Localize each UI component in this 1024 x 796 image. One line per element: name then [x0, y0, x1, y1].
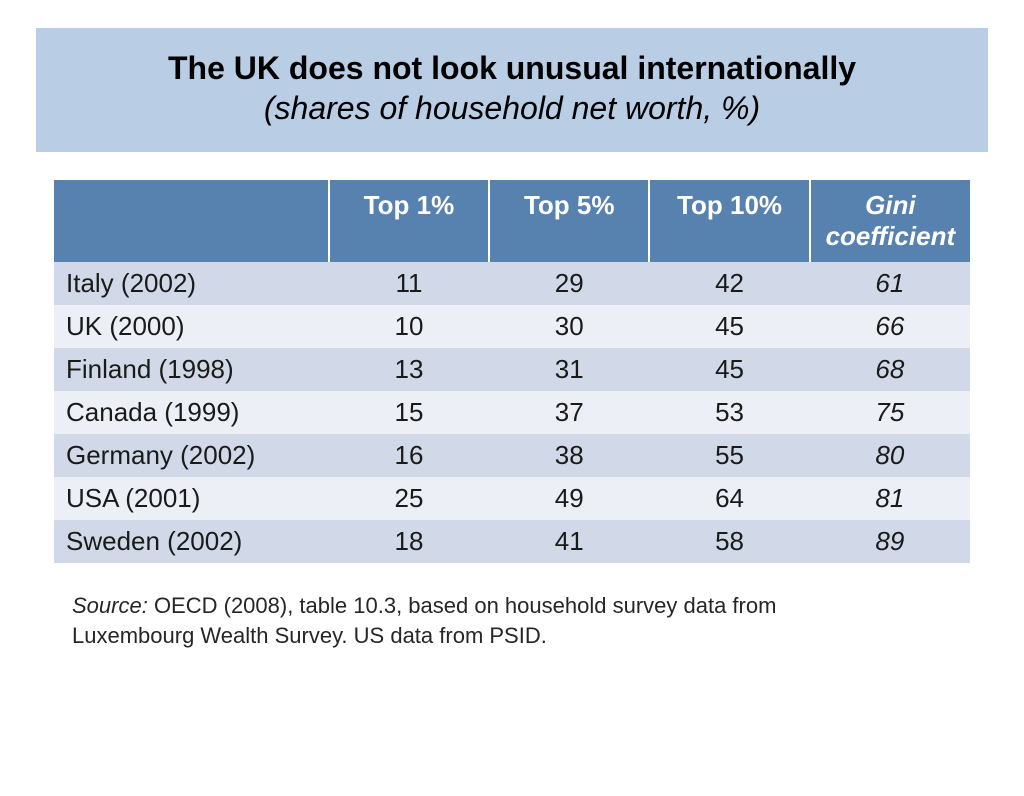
- cell-country: Germany (2002): [54, 434, 329, 477]
- cell-top10: 42: [649, 262, 809, 305]
- title-subtitle: (shares of household net worth, %): [46, 88, 978, 128]
- table-row: Finland (1998) 13 31 45 68: [54, 348, 970, 391]
- cell-top10: 55: [649, 434, 809, 477]
- cell-top10: 64: [649, 477, 809, 520]
- cell-gini: 66: [810, 305, 970, 348]
- table-row: UK (2000) 10 30 45 66: [54, 305, 970, 348]
- cell-gini: 80: [810, 434, 970, 477]
- cell-top1: 25: [329, 477, 489, 520]
- wealth-table: Top 1% Top 5% Top 10% Gini coefficient I…: [54, 180, 970, 563]
- cell-top1: 18: [329, 520, 489, 563]
- cell-top5: 38: [489, 434, 649, 477]
- table-row: Germany (2002) 16 38 55 80: [54, 434, 970, 477]
- cell-top5: 29: [489, 262, 649, 305]
- table-row: USA (2001) 25 49 64 81: [54, 477, 970, 520]
- cell-top1: 11: [329, 262, 489, 305]
- source-text: OECD (2008), table 10.3, based on househ…: [72, 593, 776, 648]
- table-row: Sweden (2002) 18 41 58 89: [54, 520, 970, 563]
- cell-top10: 45: [649, 305, 809, 348]
- cell-top5: 31: [489, 348, 649, 391]
- cell-top10: 53: [649, 391, 809, 434]
- cell-top1: 13: [329, 348, 489, 391]
- table-header-row: Top 1% Top 5% Top 10% Gini coefficient: [54, 180, 970, 262]
- source-note: Source: OECD (2008), table 10.3, based o…: [72, 591, 892, 650]
- cell-top5: 49: [489, 477, 649, 520]
- cell-top1: 16: [329, 434, 489, 477]
- cell-gini: 81: [810, 477, 970, 520]
- cell-gini: 89: [810, 520, 970, 563]
- cell-top1: 15: [329, 391, 489, 434]
- cell-gini: 68: [810, 348, 970, 391]
- cell-country: Finland (1998): [54, 348, 329, 391]
- cell-top5: 30: [489, 305, 649, 348]
- cell-country: Canada (1999): [54, 391, 329, 434]
- cell-country: Sweden (2002): [54, 520, 329, 563]
- col-header-gini: Gini coefficient: [810, 180, 970, 262]
- cell-gini: 61: [810, 262, 970, 305]
- cell-gini: 75: [810, 391, 970, 434]
- col-header-top5: Top 5%: [489, 180, 649, 262]
- table-container: Top 1% Top 5% Top 10% Gini coefficient I…: [54, 180, 970, 563]
- cell-top10: 58: [649, 520, 809, 563]
- col-header-country: [54, 180, 329, 262]
- col-header-top1: Top 1%: [329, 180, 489, 262]
- cell-top5: 37: [489, 391, 649, 434]
- cell-top5: 41: [489, 520, 649, 563]
- table-body: Italy (2002) 11 29 42 61 UK (2000) 10 30…: [54, 262, 970, 563]
- source-label: Source:: [72, 593, 148, 618]
- cell-top10: 45: [649, 348, 809, 391]
- cell-top1: 10: [329, 305, 489, 348]
- table-row: Canada (1999) 15 37 53 75: [54, 391, 970, 434]
- cell-country: USA (2001): [54, 477, 329, 520]
- title-banner: The UK does not look unusual internation…: [36, 28, 988, 152]
- cell-country: Italy (2002): [54, 262, 329, 305]
- table-row: Italy (2002) 11 29 42 61: [54, 262, 970, 305]
- col-header-top10: Top 10%: [649, 180, 809, 262]
- cell-country: UK (2000): [54, 305, 329, 348]
- title-main: The UK does not look unusual internation…: [46, 48, 978, 88]
